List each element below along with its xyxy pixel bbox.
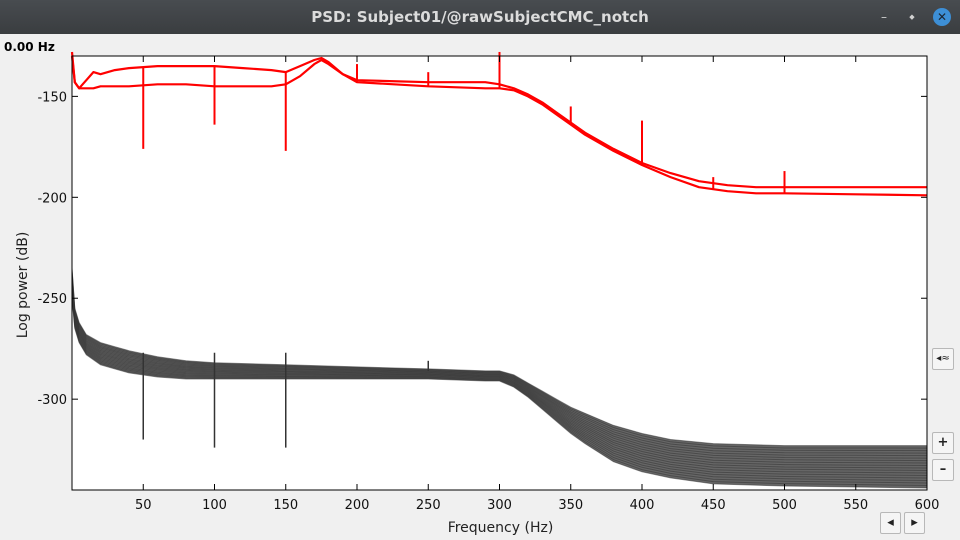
red-series-line xyxy=(70,51,928,197)
x-tick-label: 300 xyxy=(487,498,512,513)
zoom-out-button[interactable]: – xyxy=(932,459,954,481)
display-mode-button[interactable]: ◂≈ xyxy=(932,348,954,370)
window-title: PSD: Subject01/@rawSubjectCMC_notch xyxy=(311,8,649,26)
x-tick-label: 500 xyxy=(772,498,797,513)
y-tick-label: -300 xyxy=(37,393,67,408)
x-tick-label: 450 xyxy=(701,498,726,513)
y-tick-label: -200 xyxy=(37,191,67,206)
y-tick-label: -250 xyxy=(37,292,67,307)
frequency-readout: 0.00 Hz xyxy=(4,40,55,54)
close-icon[interactable]: ✕ xyxy=(933,8,951,26)
x-tick-label: 600 xyxy=(915,498,940,513)
minimize-icon[interactable]: – xyxy=(881,10,887,24)
x-tick-label: 200 xyxy=(345,498,370,513)
x-tick-label: 250 xyxy=(416,498,441,513)
zoom-in-button[interactable]: + xyxy=(932,432,954,454)
x-axis-label: Frequency (Hz) xyxy=(448,520,554,536)
y-tick-label: -150 xyxy=(37,90,67,105)
x-tick-label: 150 xyxy=(273,498,298,513)
title-bar: PSD: Subject01/@rawSubjectCMC_notch – ◆ … xyxy=(0,0,960,34)
scroll-right-button[interactable]: ▸ xyxy=(904,512,925,534)
gray-series-band xyxy=(72,268,927,488)
x-tick-label: 550 xyxy=(843,498,868,513)
x-tick-label: 50 xyxy=(135,498,152,513)
x-tick-label: 100 xyxy=(202,498,227,513)
y-axis-label: Log power (dB) xyxy=(15,232,31,339)
scroll-left-button[interactable]: ◂ xyxy=(880,512,901,534)
x-tick-label: 400 xyxy=(630,498,655,513)
plot-area xyxy=(72,56,927,490)
psd-chart[interactable]: 50 100 150 200 250 300 350 400 450 500 550 600 -150 -… xyxy=(0,34,960,540)
x-tick-label: 350 xyxy=(558,498,583,513)
maximize-icon[interactable]: ◆ xyxy=(909,13,915,21)
